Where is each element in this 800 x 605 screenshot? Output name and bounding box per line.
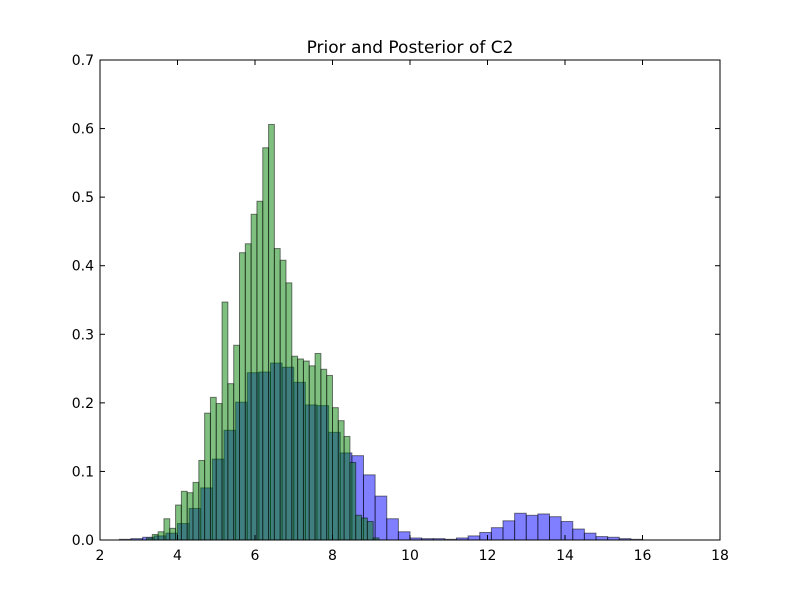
histogram-bar: [337, 420, 345, 541]
y-tick-label: 0.7: [72, 53, 94, 69]
histogram-bar: [386, 518, 399, 541]
histogram-bar: [180, 490, 188, 541]
histogram-bar: [374, 495, 388, 541]
histogram-bar: [215, 403, 223, 541]
x-tick-label: 10: [401, 548, 419, 564]
x-tick-label: 12: [479, 548, 497, 564]
histogram-bar: [326, 374, 333, 541]
x-tick-label: 18: [711, 548, 729, 564]
y-tick-label: 0.1: [72, 464, 94, 480]
histogram-bar: [209, 396, 217, 541]
x-tick-label: 2: [96, 548, 105, 564]
y-tick-label: 0.0: [72, 533, 94, 549]
histogram-bar: [302, 360, 310, 541]
histogram-bar: [186, 492, 194, 541]
histogram-bar: [250, 213, 258, 541]
histogram-bar: [560, 520, 574, 541]
histogram-bar: [349, 462, 357, 541]
x-tick-label: 4: [173, 548, 182, 564]
histogram-bar: [502, 520, 516, 541]
ticks-layer: 2 4 6 8 10 12 14 16 18 0.0 0.1 0.2 0.3 0.4 0.5 0.6 0.7: [72, 53, 729, 564]
histogram-bar: [490, 527, 504, 541]
histogram-bar: [285, 282, 293, 541]
plot-frame: [99, 59, 721, 541]
y-tick-label: 0.4: [72, 259, 94, 275]
histogram-bar: [198, 459, 206, 541]
histogram-bar: [366, 520, 374, 541]
histogram-bar: [221, 301, 229, 541]
histogram-bar: [361, 517, 368, 541]
chart-title: Prior and Posterior of C2: [307, 38, 514, 58]
histogram-bar: [308, 365, 316, 541]
histogram-bar: [151, 534, 159, 541]
histogram-bar: [320, 368, 328, 541]
histogram-bar: [572, 528, 585, 541]
histogram-bar: [297, 358, 304, 541]
histogram-bar: [175, 504, 182, 541]
y-tick-label: 0.5: [72, 190, 94, 206]
histogram-bar: [157, 531, 165, 541]
histogram-bar: [279, 259, 287, 541]
histogram-bar: [163, 518, 171, 541]
y-tick-label: 0.3: [72, 327, 94, 343]
y-tick-label: 0.2: [72, 396, 94, 412]
histogram-bar: [397, 531, 411, 541]
y-tick-label: 0.6: [72, 122, 94, 138]
x-tick-label: 8: [328, 548, 337, 564]
histogram-bar: [595, 536, 609, 541]
histogram-bar: [233, 344, 240, 541]
histogram-bar: [239, 252, 246, 541]
histogram-bar: [169, 527, 177, 541]
histogram-bar: [244, 243, 252, 541]
histogram-bar: [467, 535, 481, 541]
histogram-bar: [343, 435, 351, 541]
histogram-bar: [479, 531, 492, 541]
histogram-bar: [355, 514, 363, 541]
x-tick-label: 14: [556, 548, 574, 564]
histogram-bar: [537, 513, 550, 541]
histogram-bar: [525, 514, 539, 541]
histogram-bar: [549, 516, 562, 541]
histogram-bar: [192, 481, 200, 541]
histogram-bar: [332, 407, 339, 541]
histogram-bar: [256, 200, 264, 541]
histogram-bar: [273, 248, 281, 541]
histogram-bar: [262, 147, 270, 541]
histogram-bar: [291, 355, 299, 541]
histogram-bar: [204, 412, 211, 541]
x-tick-label: 16: [634, 548, 652, 564]
histogram-bar: [514, 512, 527, 541]
histogram-bar: [227, 383, 235, 541]
histogram-bar: [583, 532, 597, 541]
x-tick-label: 6: [251, 548, 260, 564]
histogram-bar: [314, 352, 322, 541]
histogram-bar: [268, 123, 275, 541]
